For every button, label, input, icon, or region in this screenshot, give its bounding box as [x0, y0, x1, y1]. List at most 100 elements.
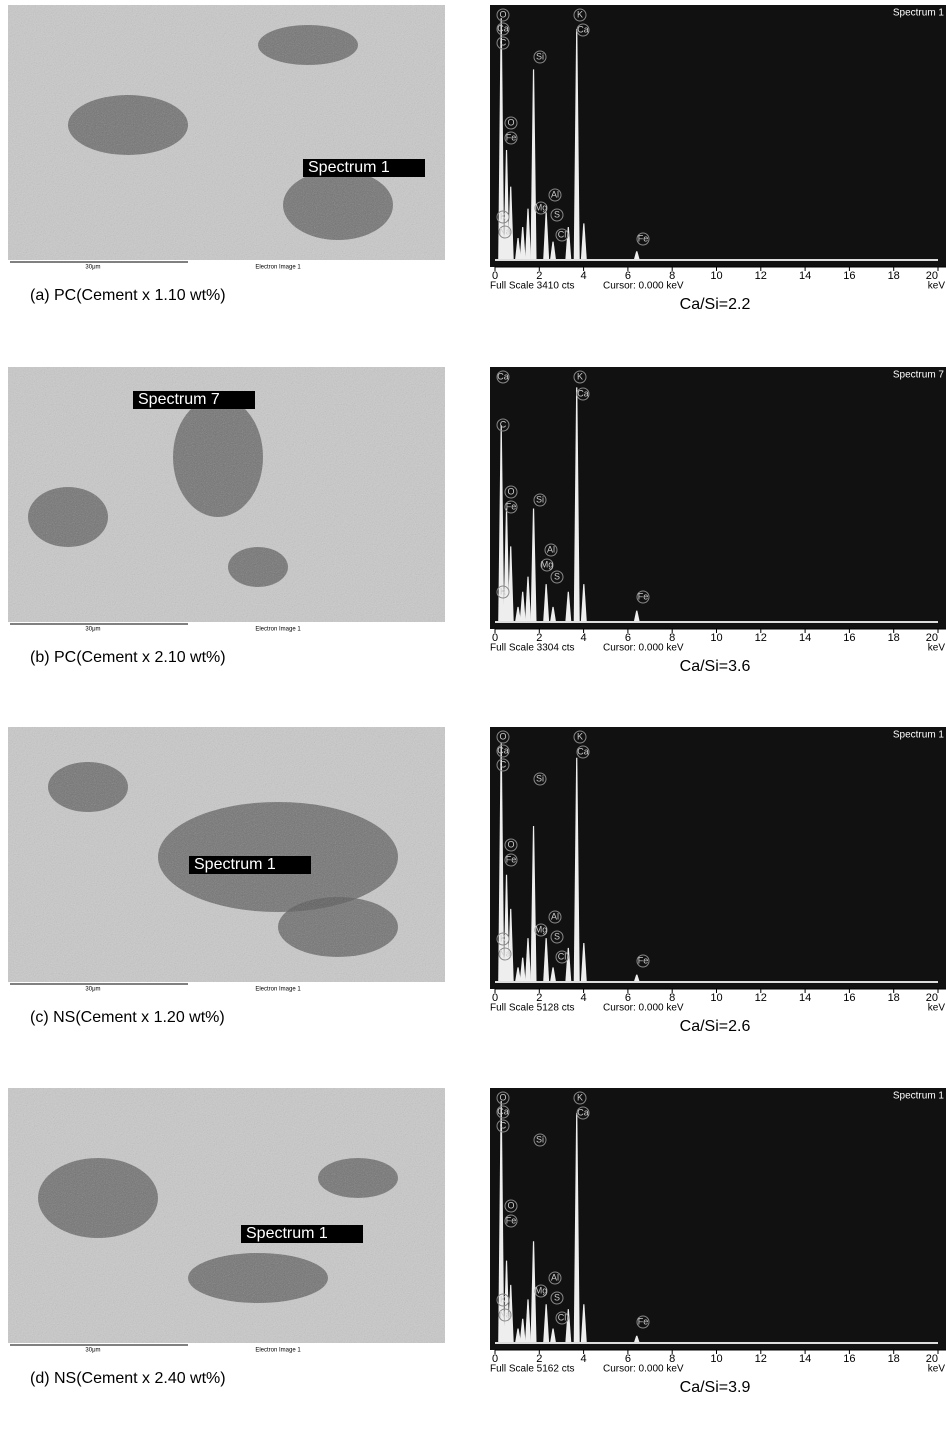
ratio: Ca/Si=2.6: [680, 1018, 751, 1035]
element-marker: [576, 387, 590, 401]
element-marker: [573, 1091, 587, 1105]
x-tick-label: 18: [888, 992, 900, 1004]
element-marker: [496, 1119, 510, 1133]
element-label: O: [507, 1200, 514, 1210]
element-marker: [534, 201, 548, 215]
element-label: Cl: [558, 1312, 567, 1322]
element-marker: [636, 954, 650, 968]
spectrum-marker: Spectrum 1: [308, 159, 390, 176]
spectrum-peak: [543, 212, 550, 260]
element-marker: [504, 131, 518, 145]
element-marker: [498, 1308, 512, 1322]
element-label: C: [500, 37, 507, 47]
element-label: Na: [499, 948, 511, 958]
spectrum-peak: [503, 150, 510, 260]
element-marker: [496, 932, 510, 946]
element-marker: [548, 1271, 562, 1285]
element-marker: [573, 370, 587, 384]
spectrum-panel: [490, 1088, 946, 1350]
sem-footer: [8, 982, 445, 994]
x-tick-label: 20: [926, 270, 938, 282]
caption: (d) NS(Cement x 2.40 wt%): [30, 1370, 226, 1387]
x-tick-label: 6: [625, 1353, 631, 1365]
element-label: Si: [536, 51, 544, 61]
x-tick-label: 8: [669, 992, 675, 1004]
x-tick-label: 18: [888, 270, 900, 282]
element-marker: [496, 36, 510, 50]
x-tick-label: 0: [492, 632, 498, 644]
element-marker: [496, 744, 510, 758]
element-label: Mg: [535, 1285, 548, 1295]
x-tick-label: 14: [799, 270, 811, 282]
element-label: K: [500, 586, 506, 596]
spectrum-peak: [565, 947, 572, 982]
element-label: Cl: [558, 951, 567, 961]
element-label: K: [500, 1294, 506, 1304]
x-tick-label: 2: [536, 632, 542, 644]
element-label: Fe: [506, 501, 517, 511]
unit: keV: [928, 1003, 946, 1014]
element-marker: [555, 228, 569, 242]
element-label: K: [577, 731, 583, 741]
spectrum-peak: [543, 938, 550, 982]
element-label: K: [577, 371, 583, 381]
element-label: Al: [547, 544, 555, 554]
element-marker: [496, 730, 510, 744]
spectrum-title: Spectrum 1: [893, 1091, 945, 1102]
spectrum-peak: [515, 967, 522, 982]
element-label: Si: [536, 773, 544, 783]
element-marker: [576, 745, 590, 759]
x-tick-label: 20: [926, 992, 938, 1004]
image-label: Electron Image 1: [255, 627, 301, 633]
unit: keV: [928, 643, 946, 654]
element-marker: [573, 730, 587, 744]
element-marker: [636, 1315, 650, 1329]
element-marker: [498, 225, 512, 239]
element-marker: [548, 910, 562, 924]
spectrum-peak: [519, 1318, 526, 1343]
scale-label: 30μm: [85, 1348, 100, 1354]
sem-footer: [8, 1343, 445, 1355]
spectrum-marker-box: [303, 159, 425, 177]
spectrum-marker-box: [133, 391, 255, 409]
spectrum-peak: [503, 1260, 510, 1343]
element-marker: [576, 23, 590, 37]
x-tick-label: 8: [669, 1353, 675, 1365]
spectrum-peak: [573, 1112, 580, 1343]
element-marker: [496, 8, 510, 22]
element-label: K: [577, 9, 583, 19]
spectrum-peak: [580, 942, 587, 982]
axis-strip: [490, 267, 946, 289]
element-marker: [550, 930, 564, 944]
element-marker: [533, 1133, 547, 1147]
spectrum-peak: [530, 1241, 537, 1343]
spectrum-peak: [519, 591, 526, 622]
spectrum-peak: [565, 227, 572, 260]
x-tick-label: 4: [581, 632, 587, 644]
full-scale: Full Scale 3304 cts: [490, 643, 575, 654]
spectrum-peak: [515, 238, 522, 260]
element-label: Fe: [638, 233, 649, 243]
element-label: C: [500, 419, 507, 429]
element-label: Fe: [506, 132, 517, 142]
spectrum-panel: [490, 367, 946, 629]
element-marker: [496, 22, 510, 36]
element-label: Ca: [497, 23, 509, 33]
scale-label: 30μm: [85, 265, 100, 271]
spectrum-peak: [507, 908, 514, 982]
x-tick-label: 2: [536, 1353, 542, 1365]
element-label: Fe: [506, 854, 517, 864]
element-marker: [534, 1284, 548, 1298]
caption: (a) PC(Cement x 1.10 wt%): [30, 287, 226, 304]
spectrum-peak: [573, 387, 580, 622]
x-tick-label: 14: [799, 1353, 811, 1365]
caption: (b) PC(Cement x 2.10 wt%): [30, 649, 226, 666]
element-marker: [496, 585, 510, 599]
element-marker: [636, 232, 650, 246]
element-label: K: [500, 933, 506, 943]
element-marker: [533, 493, 547, 507]
spectrum-panel: [490, 5, 946, 267]
element-label: Ca: [577, 1107, 589, 1117]
sem-grain: [8, 367, 445, 622]
